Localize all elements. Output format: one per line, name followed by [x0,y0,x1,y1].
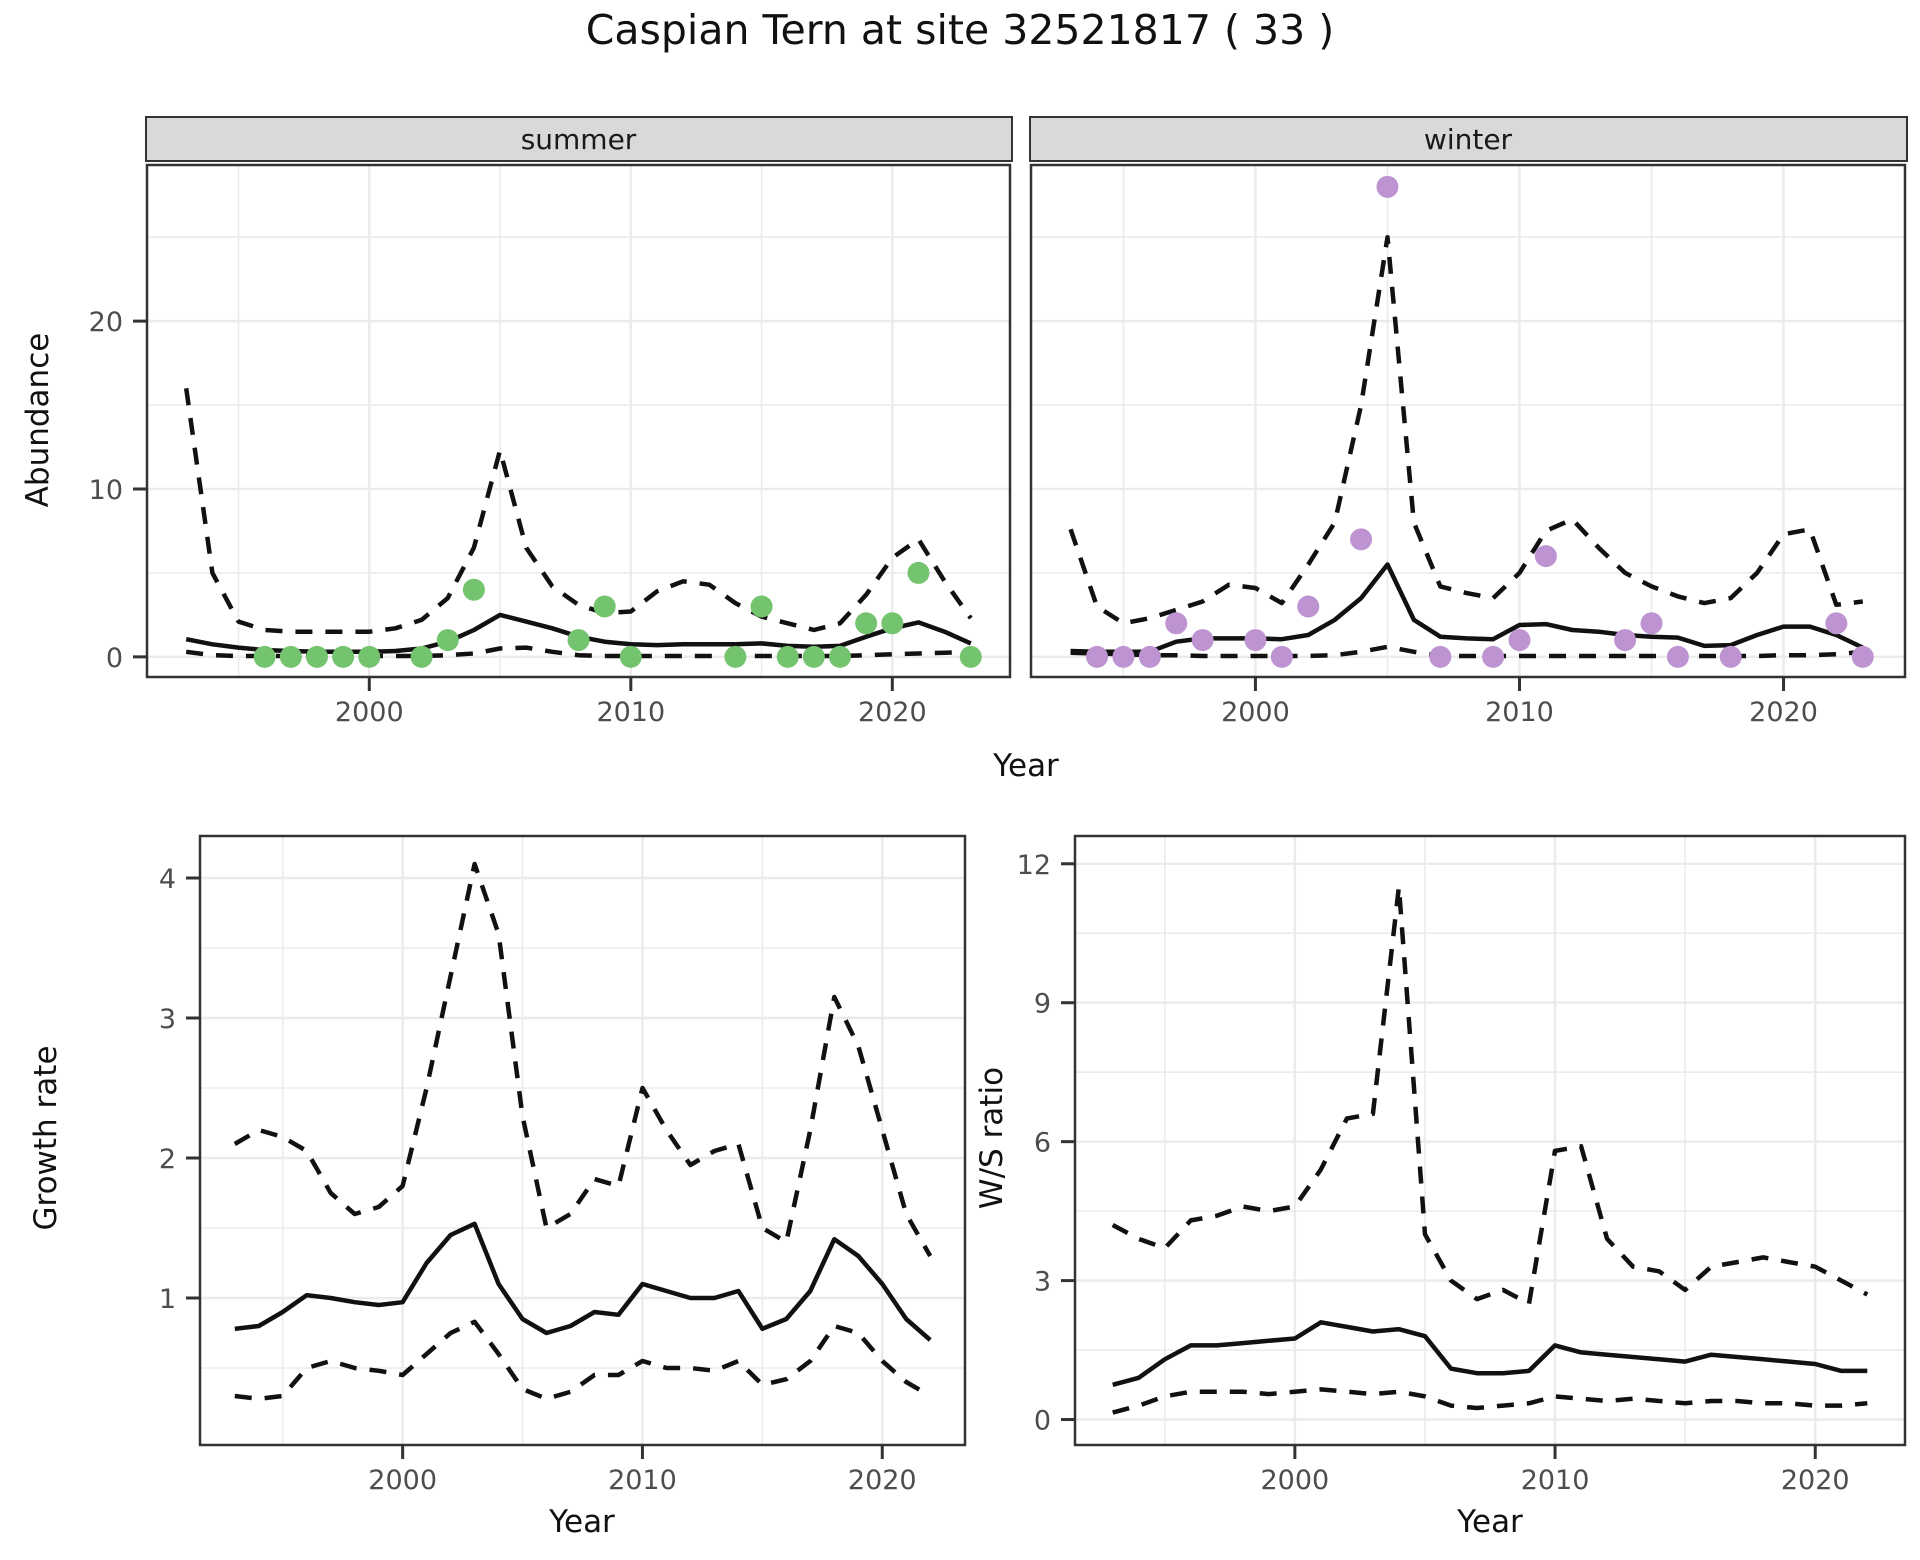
growth-y-tick-label: 4 [159,864,176,895]
summer-data-point [724,645,747,668]
summer-data-point [358,645,381,668]
summer-x-tick-label: 2000 [335,697,404,728]
facet-strip-winter: winter [1028,116,1908,162]
winter-panel-border [1029,163,1907,679]
winter-data-point [1851,645,1874,668]
facet-label-winter: winter [1423,122,1513,156]
winter-data-point [1666,645,1689,668]
summer-data-point [959,645,982,668]
ws-series-lower_ci [1112,1387,1868,1415]
winter-x-tick-label: 2000 [1221,697,1290,728]
ws-y-tick-label: 9 [1034,989,1051,1020]
growth-series-upper_ci [233,861,933,1258]
summer-y-tick-label: 10 [89,475,123,506]
summer-data-point [855,612,878,635]
summer-data-point [462,578,485,601]
winter-panel-bg [1031,165,1905,677]
winter-x-tick-label: 2010 [1485,697,1554,728]
winter-data-point [1640,612,1663,635]
winter-data-point [1376,175,1399,198]
winter-data-point [1112,645,1135,668]
growth-panel-border [198,834,967,1447]
summer-series-upper_ci [183,387,973,634]
winter-x-tick-label: 2020 [1749,697,1818,728]
winter-data-point [1165,612,1188,635]
y-axis-title-abundance: Abundance [20,332,56,508]
winter-data-point [1191,629,1214,652]
winter-data-point [1508,629,1531,652]
growth-panel-bg [200,836,965,1445]
summer-data-point [802,645,825,668]
winter-data-point [1244,629,1267,652]
winter-data-point [1429,645,1452,668]
summer-y-tick-label: 20 [89,307,123,338]
summer-data-point [436,629,459,652]
winter-data-point [1086,645,1109,668]
summer-data-point [619,645,642,668]
growth-y-tick-label: 1 [159,1284,176,1315]
winter-data-point [1297,595,1320,618]
summer-data-point [829,645,852,668]
ws-y-tick-label: 3 [1034,1267,1051,1298]
summer-data-point [567,629,590,652]
growth-x-tick-label: 2020 [848,1465,917,1496]
summer-panel-bg [147,165,1010,677]
ws-series-median [1112,1320,1868,1387]
ws-y-tick-label: 12 [1017,850,1051,881]
growth-y-tick-label: 2 [159,1144,176,1175]
y-axis-title-ws-ratio: W/S ratio [974,1066,1010,1210]
ws-x-tick-label: 2010 [1521,1465,1590,1496]
facet-strip-summer: summer [144,116,1013,162]
ws-series-upper_ci [1111,884,1869,1306]
summer-data-point [776,645,799,668]
summer-y-tick-label: 0 [106,643,123,674]
summer-data-point [253,645,276,668]
summer-data-point [750,595,773,618]
ws-y-tick-label: 6 [1034,1128,1051,1159]
growth-series-median [234,1221,932,1342]
x-axis-title-year-growth: Year [549,1504,615,1540]
summer-data-point [881,612,904,635]
growth-x-tick-label: 2010 [608,1465,677,1496]
summer-panel-border [145,163,1012,679]
summer-data-point [279,645,302,668]
winter-data-point [1534,545,1557,568]
summer-data-point [907,561,930,584]
winter-data-point [1270,645,1293,668]
summer-data-point [593,595,616,618]
summer-data-point [305,645,328,668]
winter-data-point [1138,645,1161,668]
y-axis-title-growth-rate: Growth rate [28,1045,64,1231]
summer-x-tick-label: 2010 [596,697,665,728]
summer-data-point [410,645,433,668]
summer-x-tick-label: 2020 [858,697,927,728]
ws-x-tick-label: 2000 [1260,1465,1329,1496]
winter-data-point [1482,645,1505,668]
winter-series-upper_ci [1068,234,1864,626]
winter-data-point [1350,528,1373,551]
summer-data-point [332,645,355,668]
winter-data-point [1825,612,1848,635]
winter-data-point [1719,645,1742,668]
growth-x-tick-label: 2000 [368,1465,437,1496]
growth-series-lower_ci [234,1319,932,1402]
facet-label-summer: summer [520,122,637,156]
ws-y-tick-label: 0 [1034,1406,1051,1437]
ws-x-tick-label: 2020 [1781,1465,1850,1496]
x-axis-title-year-ws: Year [1457,1504,1523,1540]
x-axis-title-year-top: Year [993,748,1059,784]
winter-data-point [1614,629,1637,652]
growth-y-tick-label: 3 [159,1004,176,1035]
figure-title: Caspian Tern at site 32521817 ( 33 ) [585,6,1335,54]
